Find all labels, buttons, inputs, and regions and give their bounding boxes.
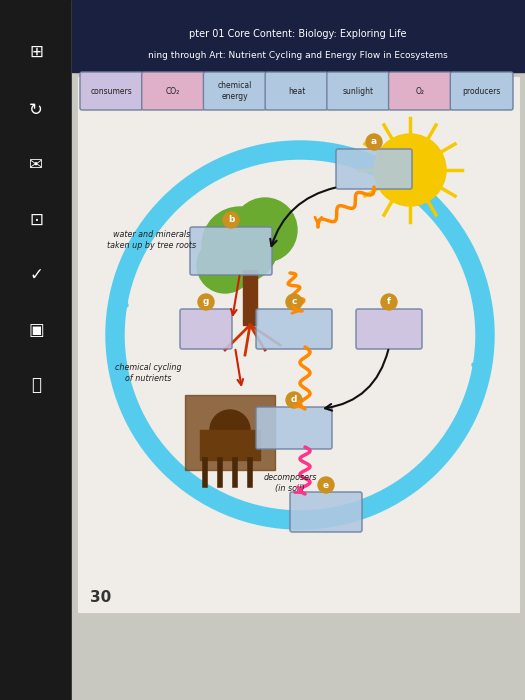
Circle shape [286, 294, 302, 310]
Circle shape [318, 477, 334, 493]
Text: 30: 30 [90, 591, 111, 606]
Text: CO₂: CO₂ [166, 87, 180, 95]
FancyBboxPatch shape [265, 72, 328, 110]
Text: producers: producers [463, 87, 501, 95]
FancyBboxPatch shape [256, 407, 332, 449]
Text: decomposers
(in soil): decomposers (in soil) [264, 473, 317, 493]
Text: ning through Art: Nutrient Cycling and Energy Flow in Ecosystems: ning through Art: Nutrient Cycling and E… [148, 50, 448, 60]
Bar [72, 0, 525, 72]
Circle shape [286, 392, 302, 408]
Circle shape [197, 237, 253, 293]
FancyBboxPatch shape [256, 309, 332, 349]
Bar [72, 0, 525, 700]
Circle shape [210, 410, 250, 450]
FancyBboxPatch shape [336, 149, 412, 189]
Text: 🌐: 🌐 [31, 376, 41, 394]
FancyBboxPatch shape [388, 72, 452, 110]
Text: chemical cycling
of nutrients: chemical cycling of nutrients [114, 363, 181, 383]
Text: chemical
energy: chemical energy [217, 81, 252, 101]
Text: O₂: O₂ [415, 87, 424, 95]
Bar [200, 430, 260, 460]
Text: ↻: ↻ [29, 101, 43, 119]
Circle shape [202, 207, 278, 283]
Text: pter 01 Core Content: Biology: Exploring Life: pter 01 Core Content: Biology: Exploring… [189, 29, 407, 39]
Circle shape [366, 134, 382, 150]
Text: d: d [291, 395, 297, 405]
Bar [185, 395, 275, 470]
Text: heat: heat [288, 87, 305, 95]
Text: ✉: ✉ [29, 156, 43, 174]
FancyBboxPatch shape [290, 492, 362, 532]
Text: g: g [203, 298, 209, 307]
FancyBboxPatch shape [203, 72, 266, 110]
Text: ⊡: ⊡ [29, 211, 43, 229]
Text: c: c [291, 298, 297, 307]
FancyBboxPatch shape [180, 309, 232, 349]
Circle shape [381, 294, 397, 310]
Bar [78, 77, 519, 612]
FancyBboxPatch shape [327, 72, 390, 110]
FancyBboxPatch shape [190, 227, 272, 275]
Text: consumers: consumers [90, 87, 132, 95]
Text: water and minerals
taken up by tree roots: water and minerals taken up by tree root… [108, 230, 196, 250]
FancyBboxPatch shape [356, 309, 422, 349]
FancyBboxPatch shape [450, 72, 513, 110]
Text: a: a [371, 137, 377, 146]
Text: e: e [323, 480, 329, 489]
Circle shape [198, 294, 214, 310]
FancyBboxPatch shape [142, 72, 204, 110]
Text: ▣: ▣ [28, 321, 44, 339]
Text: f: f [387, 298, 391, 307]
Circle shape [233, 198, 297, 262]
Bar [243, 270, 257, 325]
Bar [0, 0, 72, 700]
Text: ⊞: ⊞ [29, 43, 43, 61]
Text: b: b [228, 216, 234, 225]
Circle shape [223, 212, 239, 228]
Text: sunlight: sunlight [343, 87, 374, 95]
Text: ✓: ✓ [29, 266, 43, 284]
FancyBboxPatch shape [80, 72, 143, 110]
Circle shape [374, 134, 446, 206]
